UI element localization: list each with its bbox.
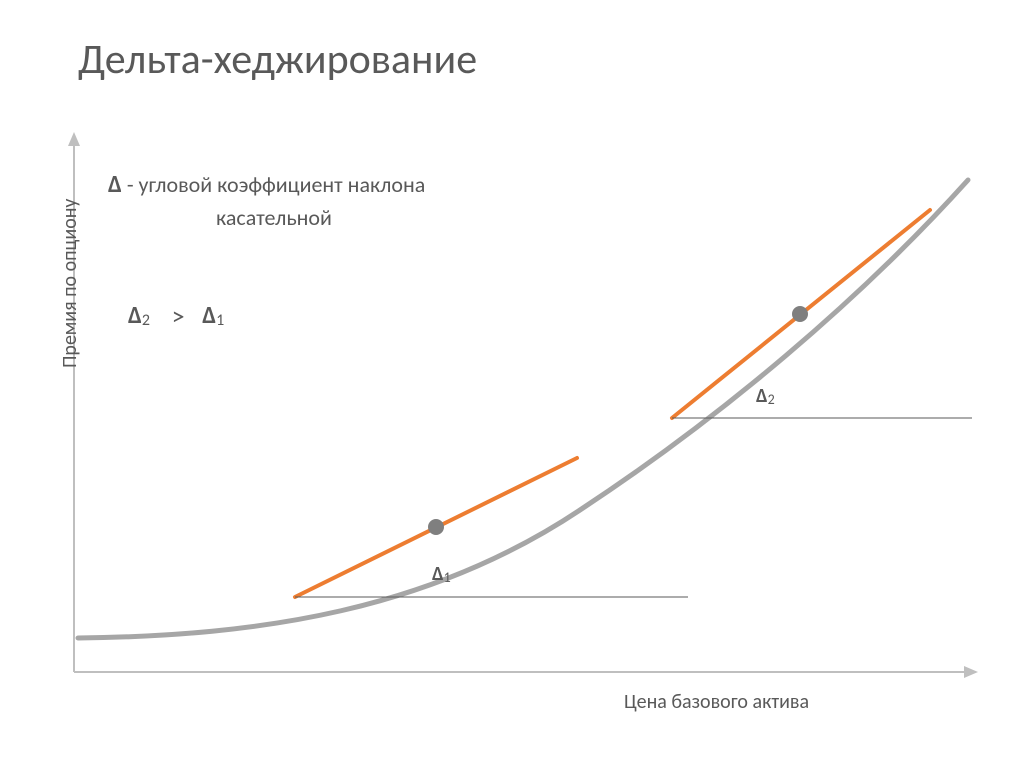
- delta-1-symbol: Δ: [202, 301, 216, 330]
- y-axis-arrow: [68, 132, 80, 146]
- delta-1-angle-sub: 1: [444, 569, 451, 586]
- axes: [68, 132, 978, 678]
- tangent-point-2: [792, 306, 808, 322]
- delta-2-subscript: 2: [142, 311, 150, 330]
- delta-2-symbol: Δ: [128, 301, 142, 330]
- x-axis-label: Цена базового актива: [624, 690, 809, 714]
- delta-hedging-chart: [0, 0, 1024, 767]
- delta-2-angle-sub: 2: [768, 391, 775, 408]
- tangent-point-1: [428, 519, 444, 535]
- x-axis-arrow: [964, 666, 978, 678]
- delta-definition-line2: касательной: [216, 204, 332, 231]
- delta-1-angle-label: Δ1: [432, 562, 451, 586]
- delta-1-subscript: 1: [216, 311, 224, 330]
- delta-2-angle-label: Δ2: [756, 384, 775, 408]
- delta-definition-text-1: - угловой коэффициент наклона: [122, 171, 425, 198]
- delta-2-angle-symbol: Δ: [756, 384, 768, 408]
- delta-inequality: Δ2 > Δ1: [128, 298, 224, 330]
- delta-definition-line1: Δ - угловой коэффициент наклона: [108, 170, 425, 199]
- greater-than-symbol: >: [172, 300, 185, 332]
- delta-1-angle-symbol: Δ: [432, 562, 444, 586]
- option-premium-curve: [78, 180, 968, 638]
- delta-symbol: Δ: [108, 170, 122, 199]
- y-axis-label: Премия по опциону: [58, 199, 82, 368]
